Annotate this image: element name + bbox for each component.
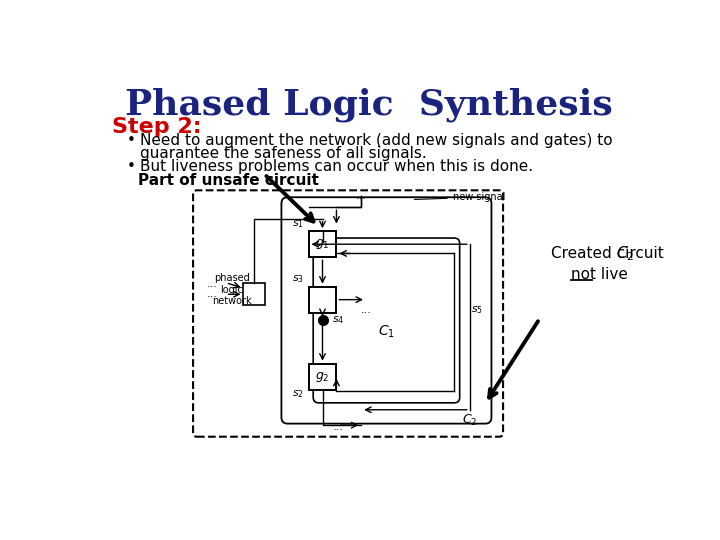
- Text: Need to augment the network (add new signals and gates) to: Need to augment the network (add new sig…: [140, 132, 612, 147]
- Text: $s_5$: $s_5$: [472, 304, 484, 315]
- Text: ...: ...: [207, 279, 218, 289]
- Text: Part of unsafe circuit: Part of unsafe circuit: [138, 173, 319, 187]
- Text: $g_2$: $g_2$: [315, 370, 330, 383]
- Text: Phased Logic  Synthesis: Phased Logic Synthesis: [125, 88, 613, 123]
- Text: ...: ...: [356, 191, 366, 201]
- Text: ...: ...: [361, 305, 372, 315]
- Text: Created circuit: Created circuit: [551, 246, 669, 261]
- Text: new signal: new signal: [415, 192, 505, 202]
- Text: •: •: [127, 159, 136, 174]
- Text: $C_2$: $C_2$: [616, 244, 634, 263]
- Text: Step 2:: Step 2:: [112, 117, 202, 137]
- Text: $s_3$: $s_3$: [292, 273, 304, 285]
- Text: But liveness problems can occur when this is done.: But liveness problems can occur when thi…: [140, 159, 533, 174]
- Text: ...: ...: [207, 289, 218, 299]
- Text: ...: ...: [333, 422, 343, 431]
- Bar: [243, 284, 265, 305]
- Bar: [309, 231, 336, 257]
- Text: phased
logic
network: phased logic network: [212, 273, 251, 306]
- Text: $s_4$: $s_4$: [332, 314, 344, 326]
- Text: guarantee the safeness of all signals.: guarantee the safeness of all signals.: [140, 146, 426, 161]
- Text: •: •: [127, 132, 136, 147]
- Bar: [309, 363, 336, 390]
- Text: $g_1$: $g_1$: [315, 237, 330, 251]
- Bar: [309, 287, 336, 313]
- Text: not live: not live: [571, 267, 628, 282]
- Text: $C_2$: $C_2$: [462, 413, 477, 428]
- Text: $s_2$: $s_2$: [292, 388, 304, 400]
- Text: $s_1$: $s_1$: [292, 218, 304, 230]
- Text: $C_1$: $C_1$: [378, 324, 395, 340]
